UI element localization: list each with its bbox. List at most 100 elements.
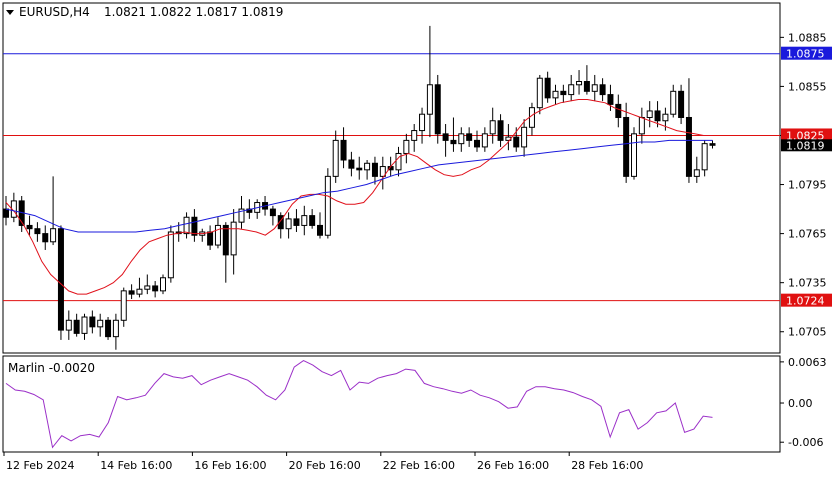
candle [136,277,143,298]
candle-body [120,290,127,321]
candle [332,130,339,183]
candle [89,310,96,334]
candle [285,212,292,239]
candle [222,222,229,283]
candle-body [269,208,276,217]
time-tick-label: 12 Feb 2024 [6,459,74,472]
candle-body [497,120,504,141]
price-panel-frame [2,2,781,354]
candle [434,74,441,144]
candle-body [631,133,637,177]
candle-body [528,107,535,128]
price-tick-label: 1.0885 [788,31,827,44]
candle-body [105,319,112,338]
candle-body [670,90,677,115]
candle-body [301,215,308,226]
candle [536,74,543,115]
candle-body [371,162,378,177]
level-label: 1.0875 [786,48,825,61]
candle-body [552,90,559,99]
candle [144,274,151,295]
candle-body [324,175,331,236]
candle-body [513,136,520,148]
candle-body [332,139,339,177]
candle-body [419,113,426,132]
price-tick-label: 1.0735 [788,277,827,290]
candle-body [222,224,229,256]
candle [552,84,559,105]
candle-body [678,90,685,118]
candle [238,195,245,229]
candle [97,313,104,337]
candle [348,151,355,177]
time-tick-label: 20 Feb 16:00 [289,459,361,472]
level-label: 1.0825 [786,129,825,142]
candle-body [709,143,716,146]
oscillator-line [5,360,713,449]
candle [481,127,488,152]
indicator-label: Marlin -0.0020 [8,361,95,375]
candle [489,107,496,144]
candle [521,119,528,157]
price-axis: 1.0885 1.0855 1.0825 1.0795 1.0765 1.0735 1.07… [780,31,832,339]
candle [591,74,598,102]
candle [560,84,567,103]
candle-body [89,316,96,328]
candle [709,140,716,149]
candle [646,101,653,128]
candle-body [489,120,496,135]
price-tick-label: 1.0705 [788,326,827,339]
oscillator-tick-label: 0.0063 [788,356,827,369]
candle-body [340,139,347,161]
level-label-box [781,46,832,60]
oscillator-axis: 0.0063 0.00 -0.006 [780,356,827,449]
candle [442,124,449,157]
candle [583,65,590,95]
candle [191,209,198,242]
candle-body [230,221,237,256]
candle [105,317,112,340]
candle-body [379,166,386,177]
symbol-label: EURUSD,H4 [19,5,90,19]
price-tick-label: 1.0855 [788,80,827,93]
level-label-box [781,128,832,142]
candle [301,205,308,236]
candle-body [136,288,143,295]
candle [599,78,606,102]
candle-body [693,169,700,177]
candle-body [458,133,465,145]
candle-body [97,319,104,328]
candle [685,78,692,183]
candle [403,133,410,164]
candle-body [466,133,473,141]
candle-body [411,130,418,141]
candle-body [65,319,72,331]
candle-body [481,133,488,148]
level-label: 1.0724 [786,295,825,308]
candle-body [364,162,371,171]
candle-body [348,159,355,169]
candle [356,156,363,180]
ma-slow-line [5,139,713,233]
candle [277,212,284,239]
candle-body [403,139,410,154]
candle-body [317,224,323,236]
candle-body [73,319,80,334]
candle-body [167,231,174,279]
candle-body [152,285,159,292]
indicator-panel-frame [2,355,781,453]
candle-body [50,228,57,243]
dropdown-arrow-icon[interactable] [6,10,14,15]
candle [411,124,418,152]
candle [371,156,378,185]
time-tick-label: 26 Feb 16:00 [477,459,549,472]
candle-body [34,228,41,235]
level-label-box [781,293,832,307]
oscillator-tick-label: 0.00 [788,397,813,410]
candle [230,209,237,275]
candle-body [442,133,449,141]
candle [128,284,135,300]
